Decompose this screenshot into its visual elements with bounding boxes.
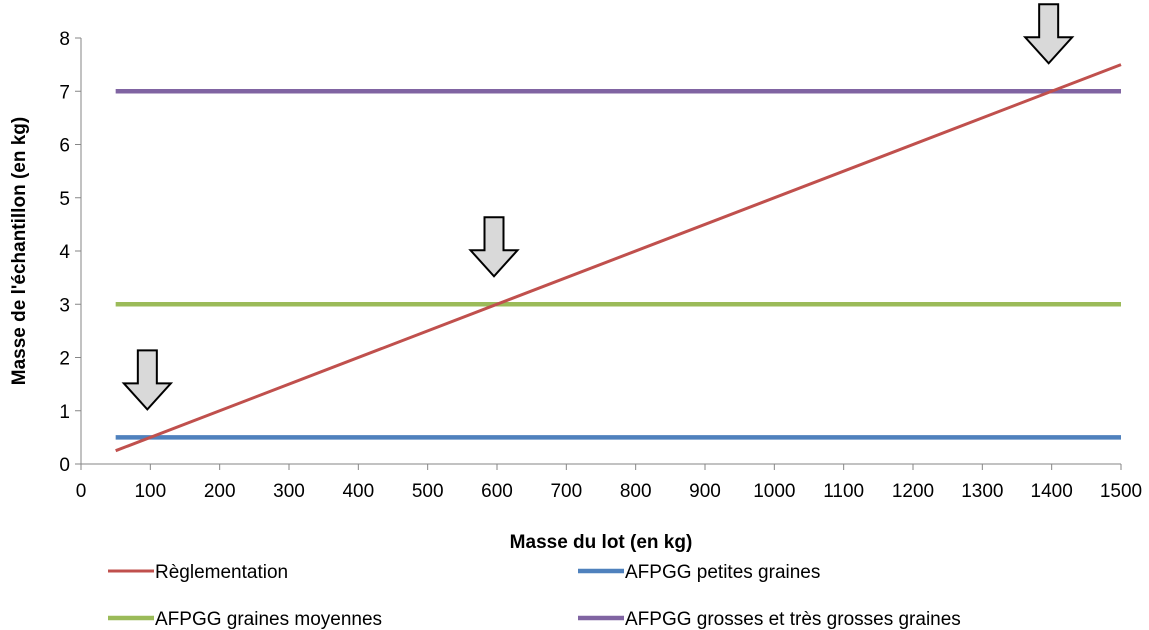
chart-legend: Règlementation AFPGG petites graines AFPGG…: [108, 562, 961, 630]
legend-label-1: AFPGG petites graines: [625, 562, 820, 583]
chart-axes: 0 1 2 3 4 5 6 7 8 0 100 200 300 400 500 600 700 800 900 100…: [59, 29, 1142, 502]
chart-annotation-layer: [121, 3, 1075, 411]
x-tick-label: 200: [204, 481, 236, 502]
y-tick-label: 0: [59, 455, 70, 476]
chart-series-layer: [115, 63, 1122, 453]
x-tick-label: 600: [481, 481, 513, 502]
legend-label-0: Règlementation: [155, 562, 288, 583]
down-arrow-icon: [468, 216, 520, 278]
legend-label-2: AFPGG graines moyennes: [155, 609, 382, 630]
x-tick-label: 100: [134, 481, 166, 502]
x-tick-label: 700: [550, 481, 582, 502]
y-tick-label: 2: [59, 349, 70, 370]
y-axis-title: Masse de l'échantillon (en kg): [9, 117, 30, 385]
series-line-0: [115, 63, 1122, 453]
y-tick-label: 5: [59, 189, 70, 210]
y-tick-label: 7: [59, 82, 70, 103]
y-tick-label: 8: [59, 29, 70, 50]
x-tick-label: 400: [342, 481, 374, 502]
x-tick-label: 1100: [823, 481, 864, 502]
x-tick-label: 1400: [1031, 481, 1073, 502]
x-tick-label: 1500: [1100, 481, 1142, 502]
x-tick-label: 900: [689, 481, 721, 502]
x-axis-title: Masse du lot (en kg): [510, 532, 693, 553]
y-tick-label: 6: [59, 136, 70, 157]
legend-label-3: AFPGG grosses et très grosses graines: [625, 609, 961, 630]
down-arrow-icon: [121, 349, 174, 411]
down-arrow-icon: [1022, 3, 1075, 65]
x-tick-label: 800: [620, 481, 652, 502]
y-tick-label: 3: [59, 295, 70, 316]
x-tick-label: 0: [76, 481, 87, 502]
x-tick-label: 500: [412, 481, 444, 502]
y-tick-label: 1: [59, 402, 70, 423]
x-tick-label: 1300: [961, 481, 1003, 502]
x-tick-label: 1000: [753, 481, 795, 502]
y-tick-label: 4: [59, 242, 70, 263]
x-tick-label: 1200: [892, 481, 934, 502]
x-tick-label: 300: [273, 481, 305, 502]
